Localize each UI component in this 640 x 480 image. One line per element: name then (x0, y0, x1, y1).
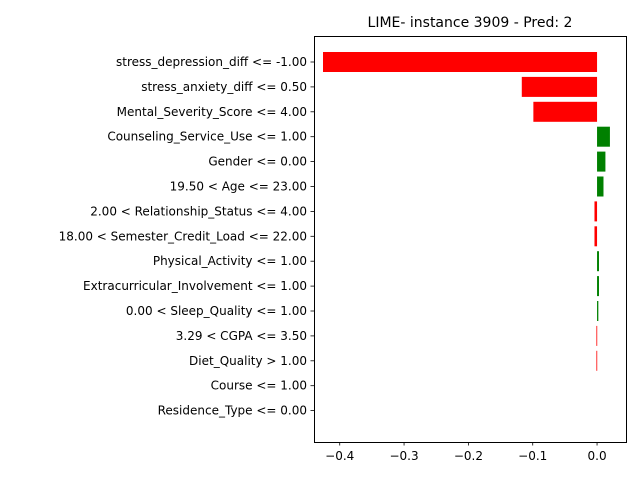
ytick-label-gender-0-00: Gender <= 0.00 (208, 155, 307, 169)
bar-physical-activity-1-00 (597, 251, 599, 272)
ytick-label-0-00-sleep-quality-1-00: 0.00 < Sleep_Quality <= 1.00 (126, 304, 307, 318)
ytick-label-2-00-relationship-status-4-00: 2.00 < Relationship_Status <= 4.00 (90, 204, 307, 218)
xtick-label: −0.3 (389, 449, 418, 463)
bar-3-29-cgpa-3-50 (596, 325, 598, 346)
bar-diet-quality-1-00 (596, 350, 598, 371)
bar-stress-anxiety-diff-0-50 (521, 76, 598, 97)
ytick-label-extracurricular-involvement-1-00: Extracurricular_Involvement <= 1.00 (83, 279, 307, 293)
ytick-label-residence-type-0-00: Residence_Type <= 0.00 (158, 404, 307, 418)
ytick-label-18-00-semester-credit-load-22-00: 18.00 < Semester_Credit_Load <= 22.00 (59, 229, 307, 243)
bar-stress-depression-diff-1-00 (323, 52, 598, 72)
xtick-label: −0.1 (518, 449, 547, 463)
bar-19-50-age-23-00 (597, 176, 604, 197)
ytick-label-physical-activity-1-00: Physical_Activity <= 1.00 (153, 254, 307, 268)
plot-frame (314, 36, 627, 443)
ytick-label-stress-depression-diff-1-00: stress_depression_diff <= -1.00 (116, 55, 307, 69)
ytick-label-course-1-00: Course <= 1.00 (211, 379, 307, 393)
bar-counseling-service-use-1-00 (597, 126, 610, 147)
bar-gender-0-00 (597, 151, 606, 172)
ytick-label-diet-quality-1-00: Diet_Quality > 1.00 (189, 354, 307, 368)
xtick-label: 0.0 (588, 449, 607, 463)
ytick-label-stress-anxiety-diff-0-50: stress_anxiety_diff <= 0.50 (141, 80, 307, 94)
bar-2-00-relationship-status-4-00 (594, 201, 598, 222)
bar-18-00-semester-credit-load-22-00 (594, 226, 598, 247)
xtick-label: −0.4 (325, 449, 354, 463)
bar-extracurricular-involvement-1-00 (597, 276, 599, 297)
xtick-label: −0.2 (454, 449, 483, 463)
ytick-label-3-29-cgpa-3-50: 3.29 < CGPA <= 3.50 (176, 329, 307, 343)
chart-title: LIME- instance 3909 - Pred: 2 (368, 15, 573, 31)
ytick-label-19-50-age-23-00: 19.50 < Age <= 23.00 (170, 180, 307, 194)
ytick-label-mental-severity-score-4-00: Mental_Severity_Score <= 4.00 (117, 105, 307, 119)
bar-0-00-sleep-quality-1-00 (597, 301, 599, 321)
bar-mental-severity-score-4-00 (533, 101, 598, 122)
ytick-label-counseling-service-use-1-00: Counseling_Service_Use <= 1.00 (107, 130, 307, 144)
